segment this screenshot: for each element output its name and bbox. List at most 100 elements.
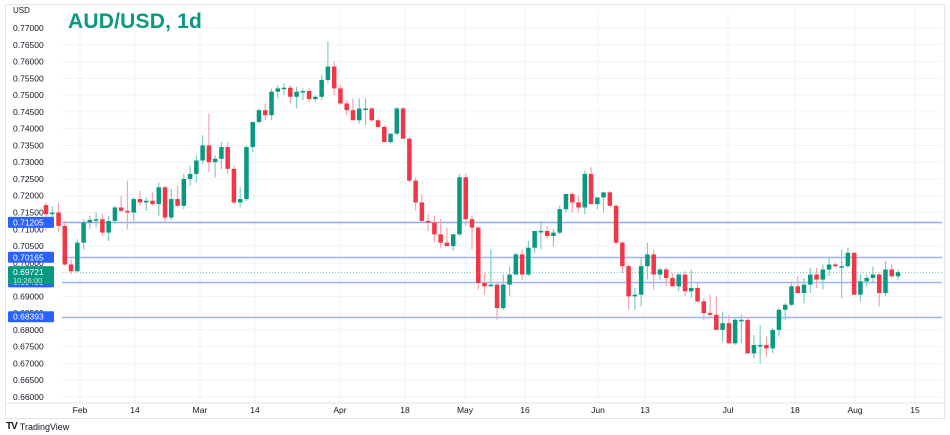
candle-up[interactable]	[356, 108, 362, 121]
candle-up[interactable]	[689, 287, 694, 292]
candle-down[interactable]	[375, 120, 381, 127]
candle-up[interactable]	[808, 274, 813, 285]
candle-up[interactable]	[143, 200, 149, 203]
candle-down[interactable]	[670, 277, 675, 287]
candle-down[interactable]	[707, 313, 713, 315]
candle-down[interactable]	[613, 205, 619, 243]
candle-down[interactable]	[407, 138, 412, 181]
candle-down[interactable]	[795, 286, 801, 294]
candle-up[interactable]	[757, 345, 763, 347]
candle-down[interactable]	[263, 110, 268, 116]
candle-down[interactable]	[175, 199, 180, 206]
candle-up[interactable]	[294, 91, 299, 97]
candle-down[interactable]	[620, 242, 625, 267]
candle-down[interactable]	[814, 274, 819, 280]
candle-up[interactable]	[513, 254, 519, 275]
candle-down[interactable]	[663, 269, 669, 278]
candle-up[interactable]	[563, 194, 569, 210]
candle-up[interactable]	[87, 219, 93, 223]
candle-up[interactable]	[551, 232, 556, 236]
candle-down[interactable]	[425, 220, 431, 223]
candle-down[interactable]	[463, 177, 468, 220]
candle-up[interactable]	[200, 145, 205, 161]
candle-up[interactable]	[194, 160, 199, 174]
candle-up[interactable]	[281, 87, 287, 90]
candle-up[interactable]	[732, 319, 738, 344]
candle-up[interactable]	[363, 108, 368, 111]
candle-down[interactable]	[231, 168, 237, 203]
candle-down[interactable]	[714, 314, 719, 330]
candle-up[interactable]	[801, 284, 807, 294]
candle-up[interactable]	[632, 294, 638, 297]
candle-up[interactable]	[219, 147, 224, 159]
candle-down[interactable]	[137, 199, 143, 203]
candle-up[interactable]	[457, 177, 462, 235]
candle-down[interactable]	[626, 266, 631, 297]
candle-up[interactable]	[507, 274, 512, 285]
candle-up[interactable]	[81, 222, 86, 243]
candle-down[interactable]	[544, 230, 550, 236]
candle-up[interactable]	[601, 192, 606, 198]
candle-down[interactable]	[889, 269, 894, 277]
candle-down[interactable]	[569, 194, 575, 203]
candle-down[interactable]	[125, 210, 130, 213]
candle-up[interactable]	[638, 266, 644, 295]
candle-up[interactable]	[538, 230, 544, 233]
candle-down[interactable]	[476, 227, 481, 283]
candle-up[interactable]	[845, 252, 851, 267]
candle-down[interactable]	[432, 222, 437, 235]
chart-frame[interactable]	[5, 4, 945, 419]
candle-up[interactable]	[319, 79, 324, 97]
candle-down[interactable]	[764, 345, 769, 349]
candle-down[interactable]	[43, 205, 49, 215]
candle-up[interactable]	[526, 247, 531, 275]
candle-down[interactable]	[482, 282, 487, 287]
candle-up[interactable]	[782, 304, 788, 310]
candle-up[interactable]	[300, 91, 306, 93]
candle-down[interactable]	[413, 180, 418, 203]
candle-up[interactable]	[156, 187, 162, 205]
candle-down[interactable]	[331, 66, 337, 89]
candle-up[interactable]	[244, 147, 249, 200]
candle-up[interactable]	[250, 121, 255, 148]
candle-up[interactable]	[858, 281, 863, 295]
candle-down[interactable]	[338, 88, 343, 104]
candle-down[interactable]	[162, 187, 168, 218]
candle-down[interactable]	[469, 219, 475, 228]
candle-down[interactable]	[100, 219, 105, 233]
candle-up[interactable]	[488, 284, 494, 287]
candle-up[interactable]	[864, 277, 869, 282]
candle-down[interactable]	[745, 319, 750, 354]
candle-up[interactable]	[657, 269, 663, 275]
candle-up[interactable]	[645, 254, 650, 267]
candle-down[interactable]	[382, 126, 387, 143]
candle-up[interactable]	[532, 230, 537, 248]
candle-down[interactable]	[62, 225, 68, 265]
candle-up[interactable]	[776, 309, 782, 330]
candle-down[interactable]	[350, 110, 356, 121]
candle-up[interactable]	[751, 345, 757, 354]
candle-down[interactable]	[369, 108, 375, 121]
candle-down[interactable]	[288, 87, 293, 97]
candle-up[interactable]	[275, 88, 281, 92]
candle-down[interactable]	[851, 252, 857, 295]
candle-up[interactable]	[770, 329, 775, 349]
candle-up[interactable]	[181, 178, 187, 206]
candle-up[interactable]	[826, 264, 832, 270]
candle-up[interactable]	[501, 284, 506, 309]
candle-down[interactable]	[118, 207, 124, 211]
candle-down[interactable]	[876, 274, 882, 294]
candle-down[interactable]	[150, 200, 155, 205]
candle-up[interactable]	[839, 266, 844, 268]
candle-down[interactable]	[588, 173, 594, 205]
candle-down[interactable]	[833, 264, 838, 267]
candle-up[interactable]	[557, 209, 562, 233]
candle-up[interactable]	[256, 110, 262, 122]
candle-down[interactable]	[419, 202, 425, 221]
candle-down[interactable]	[400, 108, 406, 139]
candle-down[interactable]	[494, 284, 500, 309]
candle-down[interactable]	[519, 254, 525, 275]
candle-down[interactable]	[607, 192, 613, 206]
candle-up[interactable]	[388, 133, 393, 143]
